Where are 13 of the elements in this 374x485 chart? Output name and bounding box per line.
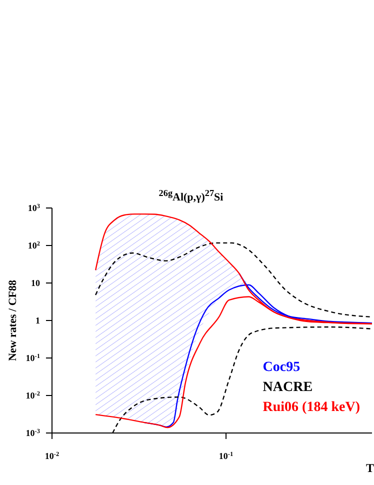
y-tick-label: 10$^{2}$ [28,240,40,250]
text: Coc95 [262,359,302,377]
chart-title: $^{26g}$Al(p,γ)$^{27}$Si [158,188,224,204]
x-axis-title: T [366,461,374,476]
y-tick-label: 10$^{-2}$ [26,390,40,400]
text: NACRE [262,379,314,397]
y-tick-label: 1 [36,316,40,326]
y-tick-label: 10$^{3}$ [28,202,40,213]
text: Rui06 (184 keV) [262,399,360,417]
y-tick-label: 10$^{-3}$ [26,428,40,438]
y-tick-label: 10$^{-1}$ [26,352,40,363]
y-axis-title: New rates / CF88 [6,280,19,361]
y-tick-label: 10 [31,278,40,288]
